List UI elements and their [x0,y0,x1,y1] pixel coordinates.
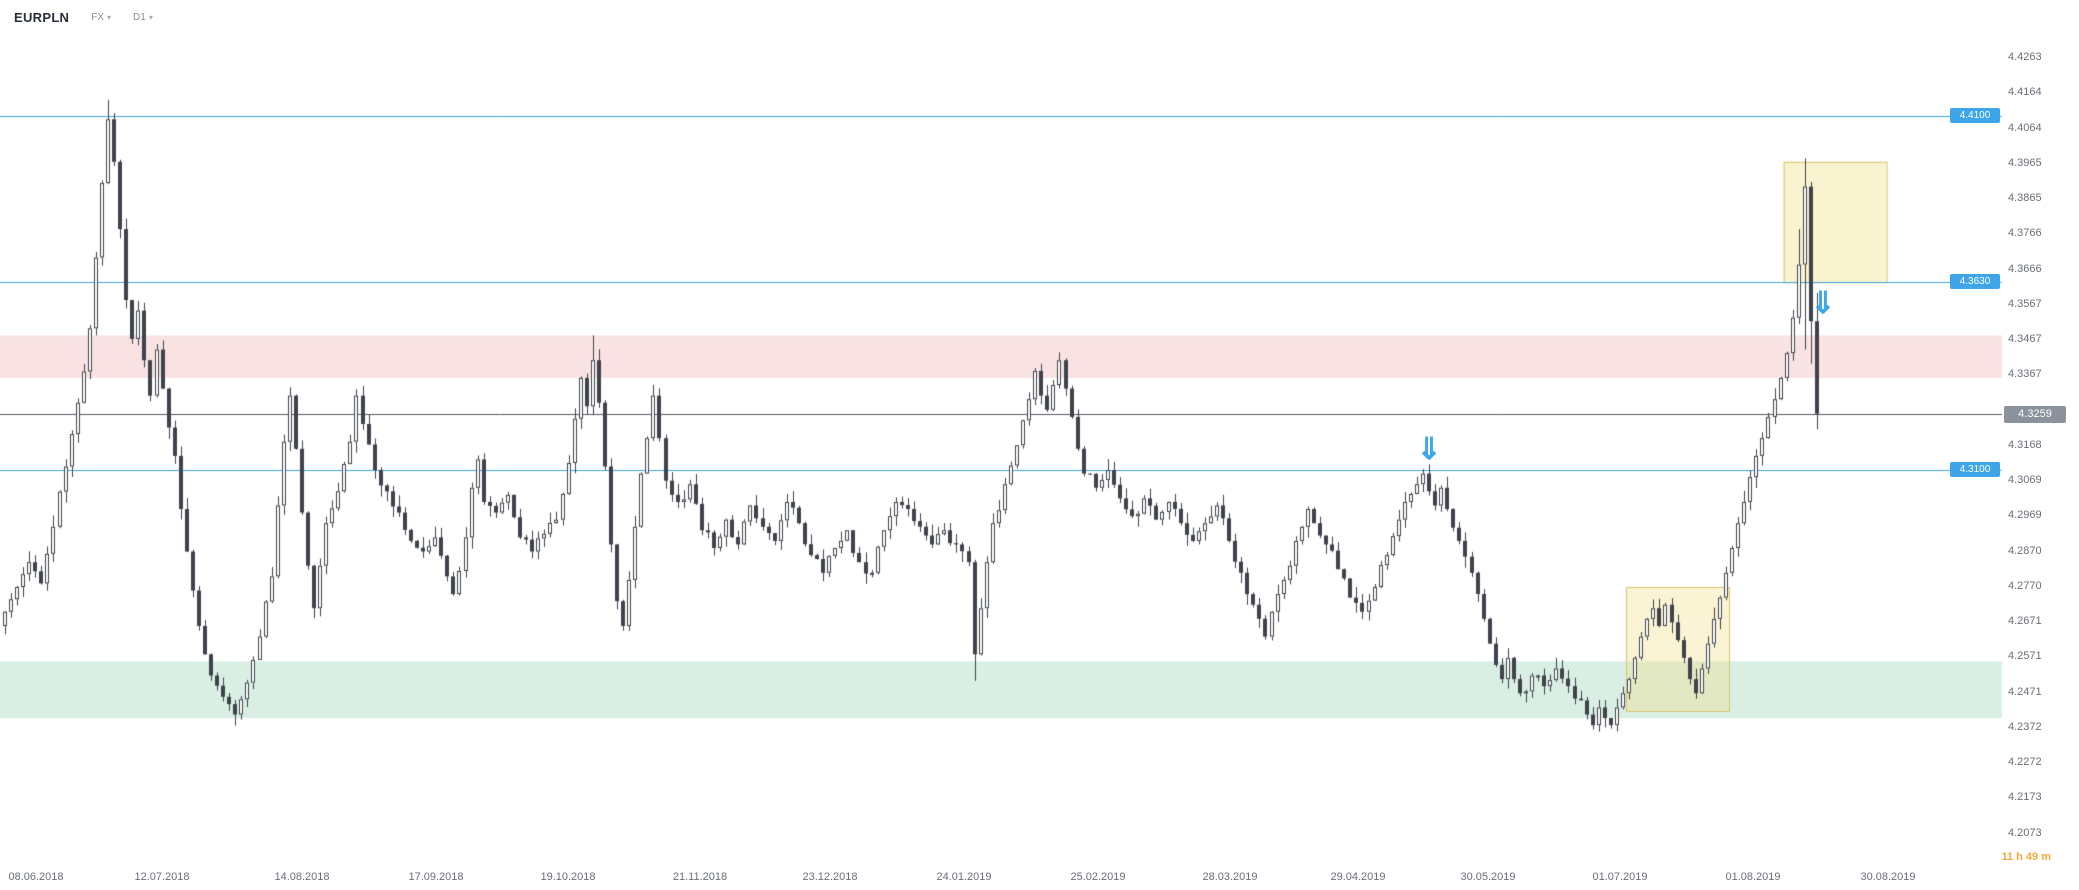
timeframe-dropdown[interactable]: D1 ▾ [133,12,153,23]
instrument-header: EURPLN FX ▾ D1 ▾ [14,10,153,25]
market-label: FX [91,12,105,23]
chevron-down-icon: ▾ [107,12,112,22]
candle-countdown: 11 h 49 m [2001,851,2051,863]
timeframe-label: D1 [133,12,146,23]
symbol-label: EURPLN [14,10,70,25]
market-dropdown[interactable]: FX ▾ [91,12,111,23]
chevron-down-icon: ▾ [148,12,153,22]
